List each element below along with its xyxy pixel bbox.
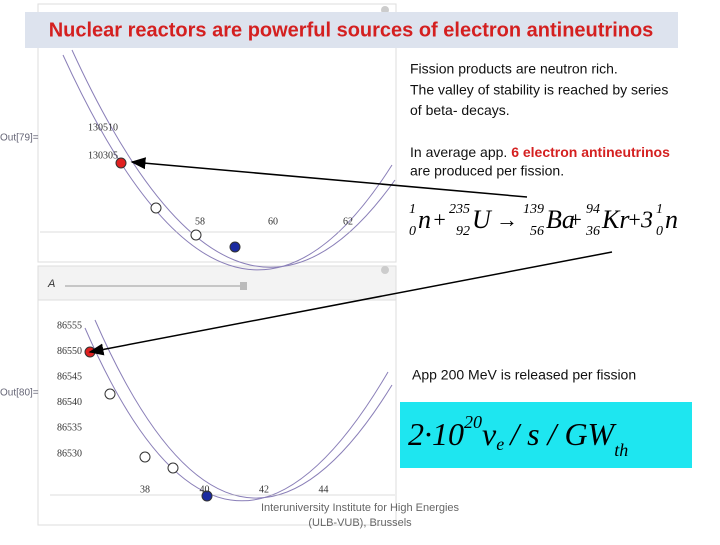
slider-button[interactable] [240,282,247,290]
y-tick-label: 86545 [57,371,82,382]
formula-part: 2·10 [408,416,464,452]
y-tick-label: 86550 [57,346,82,357]
operator: → [496,207,518,232]
text-line: of beta- decays. [410,102,510,118]
footer: Interuniversity Institute for High Energ… [261,502,460,514]
slider-panel [37,265,397,301]
y-tick-label: 86555 [57,320,82,331]
x-tick-label: 44 [319,484,329,495]
formula-part: ν [482,416,497,452]
charge-number: 0 [656,224,663,239]
point [150,202,162,214]
arrow [88,251,613,356]
x-tick-label: 60 [268,216,278,227]
formula-part: th [614,440,628,460]
x-tick-label: 42 [259,484,269,495]
element-symbol: Kr [601,205,630,234]
point [104,388,116,400]
curve [84,327,389,502]
text-line: The valley of stability is reached by se… [410,81,668,97]
formula-part: 20 [464,412,482,432]
formula: 2·1020νe / s / GWth [408,412,628,460]
formula-part: / s / GW [508,416,617,452]
mass-number: 1 [409,202,416,217]
x-tick-label: 38 [140,484,150,495]
slider-label: A [47,278,55,290]
text-span: In average app. [410,144,507,160]
formula-box [400,402,692,468]
text-line: In average app. 6 electron antineutrinos [410,144,670,160]
element-symbol: n [665,205,678,234]
y-tick-label: 86540 [57,397,82,408]
text-line: are produced per fission. [410,163,564,179]
charge-number: 92 [456,224,470,239]
energy-note: App 200 MeV is released per fission [412,367,636,383]
mass-number: 139 [523,202,544,217]
mass-number: 1 [656,202,663,217]
out-label: Out[80]= [0,388,39,399]
footer: (ULB-VUB), Brussels [308,517,412,529]
y-tick-label: 86535 [57,423,82,434]
curve [62,54,393,271]
curve [71,49,396,268]
arrow [130,157,528,198]
point [229,241,241,253]
out-label: Out[79]= [0,133,39,144]
formula-part: e [496,434,504,454]
element-symbol: Ba [546,205,575,234]
element-symbol: n [418,205,431,234]
x-tick-label: 62 [343,216,353,227]
coefficient: 3 [640,208,653,234]
y-tick-label: 86530 [57,448,82,459]
plot-panel [37,299,397,526]
operator: + [568,207,583,232]
point [201,490,213,502]
panel-icon[interactable] [381,266,389,274]
x-tick-label: 58 [195,216,205,227]
mass-number: 94 [586,202,600,217]
y-tick-label: 130510 [88,122,118,133]
operator: + [627,207,642,232]
element-symbol: U [472,205,493,234]
operator: + [432,207,447,232]
title: Nuclear reactors are powerful sources of… [49,19,654,41]
x-tick-label: 40 [200,484,210,495]
point [139,451,151,463]
charge-number: 36 [585,224,600,239]
point [167,462,179,474]
charge-number: 56 [530,224,544,239]
y-tick-label: 130305 [88,150,118,161]
point [115,157,127,169]
text-line: Fission products are neutron rich. [410,61,618,77]
highlight: 6 electron antineutrinos [511,144,670,160]
charge-number: 0 [409,224,416,239]
curve [94,319,393,499]
title-box [25,12,678,48]
point [190,229,202,241]
mass-number: 235 [449,202,470,217]
